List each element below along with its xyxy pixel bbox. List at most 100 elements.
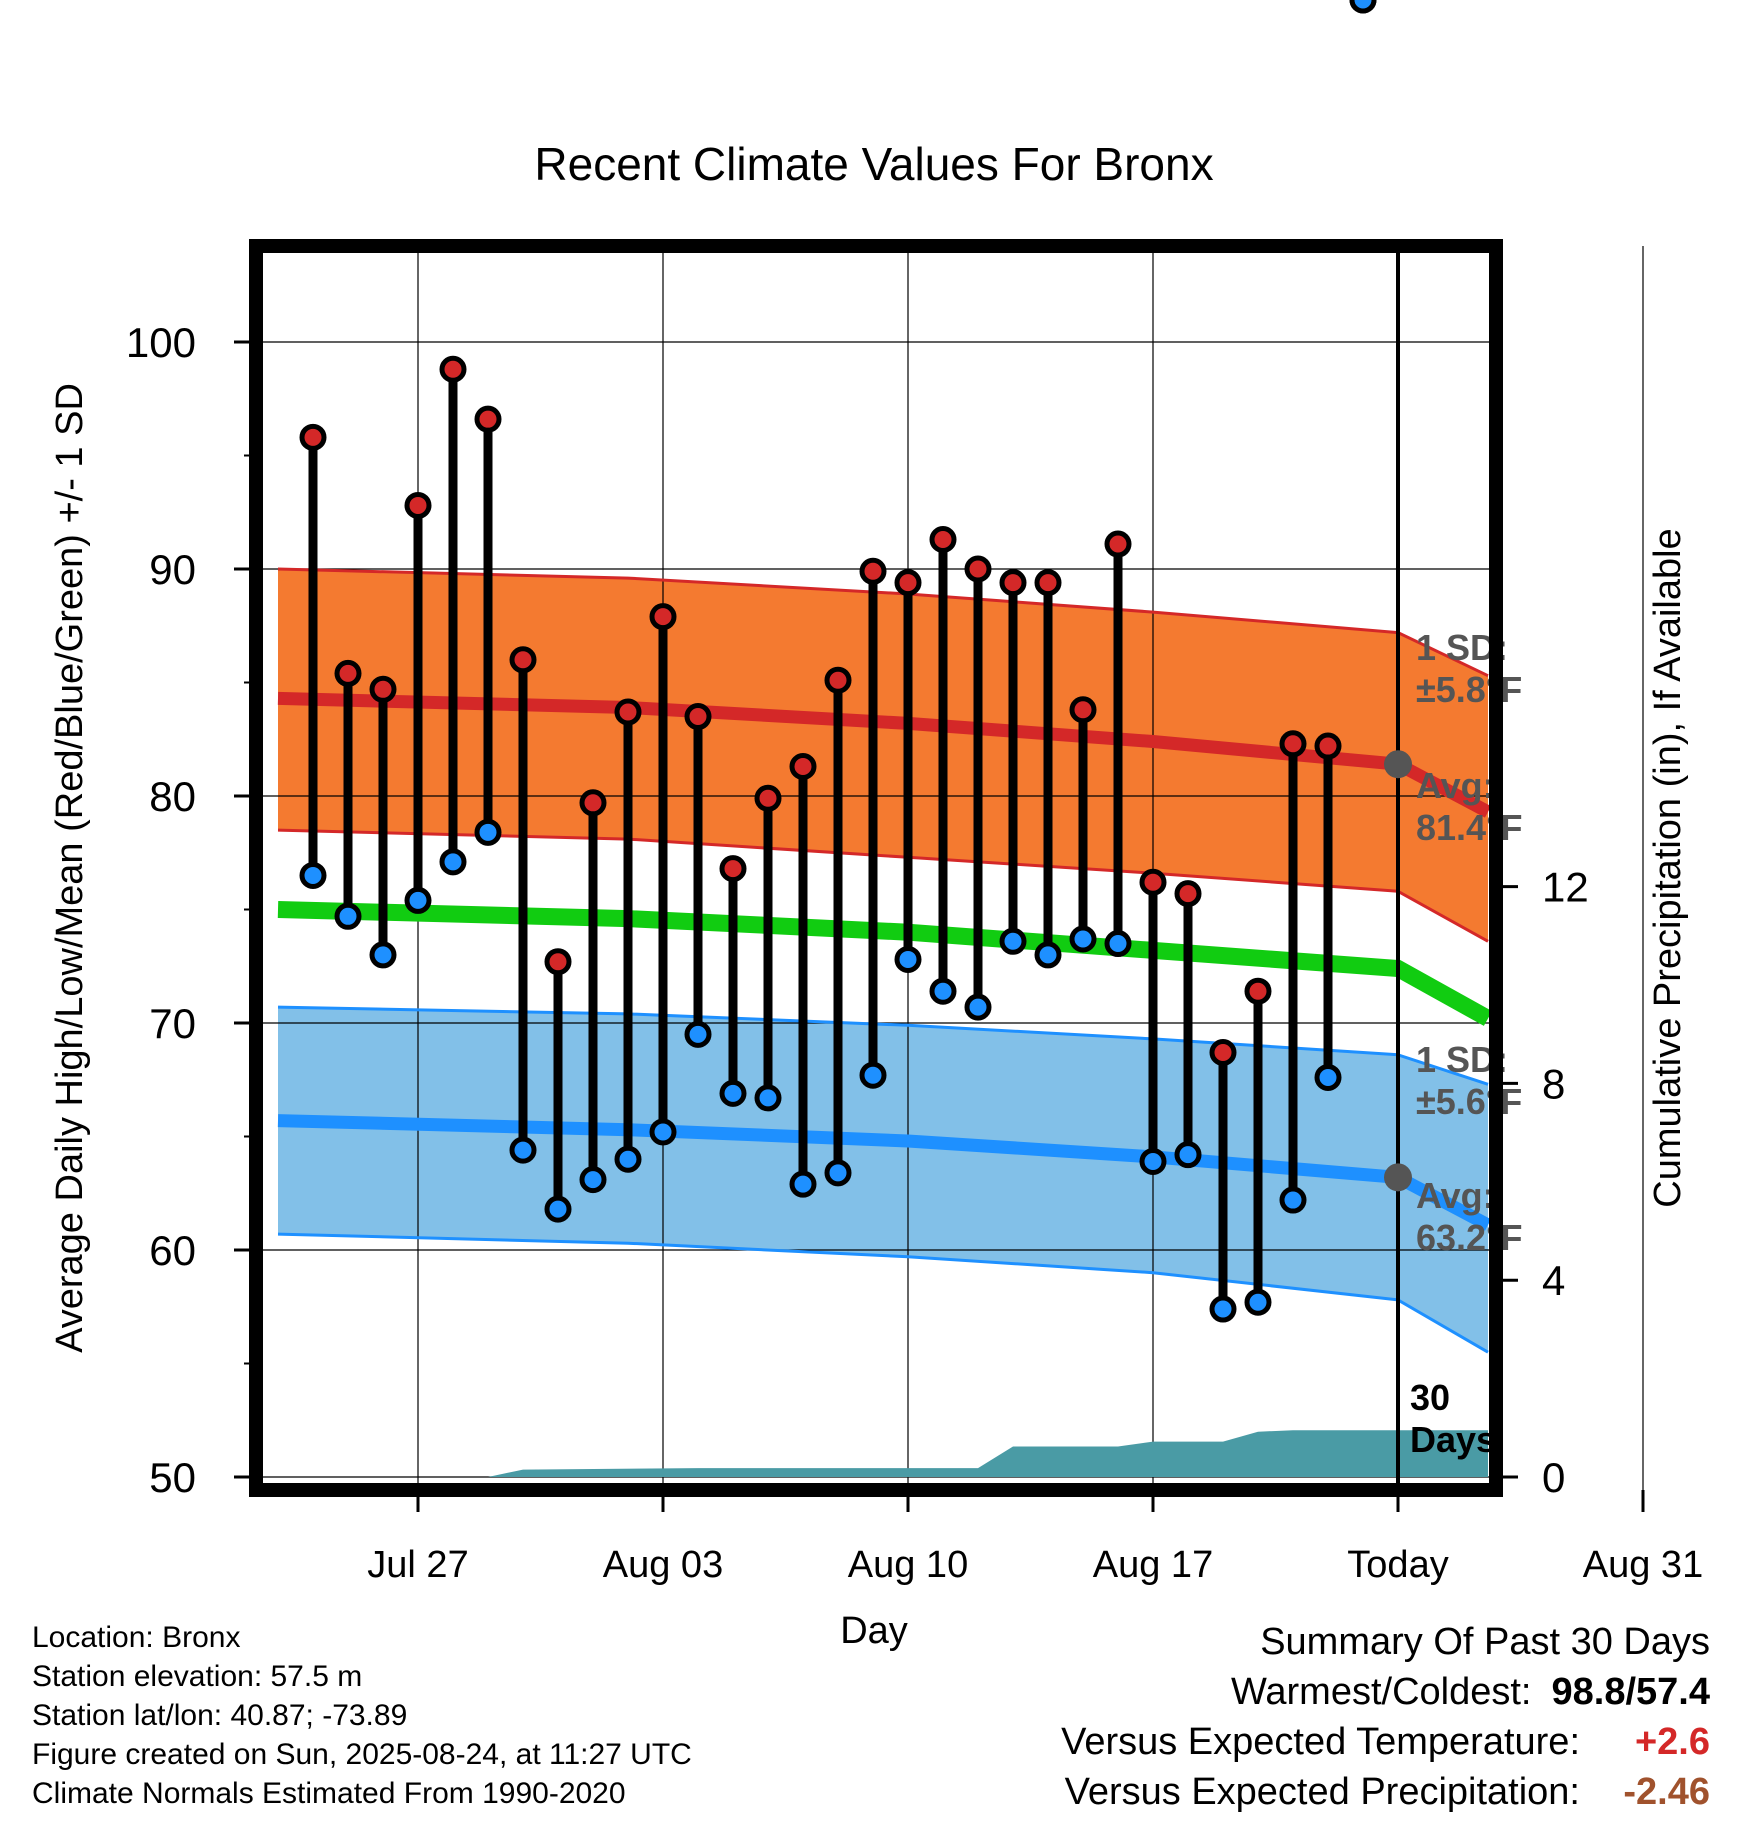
y-tick-label: 90: [149, 546, 196, 593]
daily-high-point: [1314, 732, 1342, 760]
daily-high-point: [1104, 530, 1132, 558]
daily-low-point: [334, 902, 362, 930]
y-tick-label: 60: [149, 1227, 196, 1274]
daily-high-point: [999, 569, 1027, 597]
summary-panel: Summary Of Past 30 Days Warmest/Coldest:…: [1061, 1617, 1710, 1817]
daily-low-point: [824, 1159, 852, 1187]
daily-low-point: [579, 1166, 607, 1194]
daily-low-point: [474, 818, 502, 846]
high-sd-band: [278, 569, 1488, 942]
x-tick-label: Aug 10: [848, 1544, 968, 1586]
daily-high-point: [719, 855, 747, 883]
high-upper-line: [277, 567, 1489, 678]
high-avg-annotation-line: Avg:: [1416, 765, 1495, 806]
daily-high-point: [334, 659, 362, 687]
high-sd-annotation-line: ±5.8°F: [1416, 669, 1522, 710]
daily-high-point: [299, 423, 327, 451]
created-text: Figure created on Sun, 2025-08-24, at 11…: [32, 1738, 692, 1771]
daily-low-point: [369, 941, 397, 969]
daily-high-point: [1244, 977, 1272, 1005]
daily-low-point: [1034, 941, 1062, 969]
daily-low-point: [1209, 1295, 1237, 1323]
daily-high-point: [684, 703, 712, 731]
daily-high-point: [929, 525, 957, 553]
daily-low-point: [544, 1195, 572, 1223]
daily-high-point: [1069, 696, 1097, 724]
temp-label: Versus Expected Temperature:: [1061, 1721, 1580, 1763]
station-info: Location: Bronx Station elevation: 57.5 …: [32, 1618, 692, 1813]
high-sd-annotation: 1 SD: ±5.8°F: [1416, 627, 1522, 710]
x-tick-label: Jul 27: [367, 1544, 468, 1586]
normal-lines: [277, 567, 1493, 1354]
daily-low-point: [1279, 1186, 1307, 1214]
low-sd-band: [278, 1007, 1488, 1353]
daily-high-point: [824, 666, 852, 694]
y2-axis-label: Cumulative Precipitation (in), If Availa…: [1647, 528, 1689, 1207]
temp-row: Versus Expected Temperature: +2.6: [1061, 1717, 1710, 1767]
y2-tick-label: 4: [1542, 1257, 1565, 1304]
summary-title: Summary Of Past 30 Days: [1260, 1621, 1710, 1663]
daily-low-point: [859, 1061, 887, 1089]
today-line: 30 Days: [1396, 246, 1496, 1490]
today-days-label: 30 Days: [1410, 1377, 1496, 1460]
chart-title: Recent Climate Values For Bronx: [534, 138, 1213, 190]
daily-low-point: [1104, 930, 1132, 958]
y2-tick-label: 0: [1542, 1454, 1565, 1501]
warmest-coldest-value: 98.8/57.4: [1551, 1671, 1711, 1713]
daily-high-point: [404, 491, 432, 519]
low-lower-line: [277, 1232, 1489, 1354]
today-low-normal-dot: [1384, 1163, 1412, 1192]
daily-observations: [299, 0, 1377, 1323]
daily-high-point: [1279, 730, 1307, 758]
high-avg-line: [277, 691, 1492, 818]
daily-high-point: [1174, 880, 1202, 908]
plot-frame: [249, 239, 1503, 1497]
daily-high-point: [439, 355, 467, 383]
normals-text: Climate Normals Estimated From 1990-2020: [32, 1777, 626, 1810]
coldest-value: 57.4: [1636, 1671, 1710, 1713]
daily-high-point: [1139, 868, 1167, 896]
low-avg-annotation: Avg: 63.2°F: [1416, 1175, 1522, 1258]
warmest-coldest-row: Warmest/Coldest: 98.8/57.4: [1061, 1667, 1710, 1717]
daily-high-point: [509, 646, 537, 674]
daily-low-point: [1174, 1141, 1202, 1169]
y2-tick-label: 8: [1542, 1060, 1565, 1107]
daily-low-point: [509, 1136, 537, 1164]
daily-high-point: [544, 948, 572, 976]
high-avg-annotation: Avg: 81.4°F: [1416, 765, 1522, 848]
low-avg-line: [277, 1114, 1492, 1231]
daily-high-point: [369, 675, 397, 703]
low-upper-line: [277, 1005, 1489, 1086]
y-tick-label: 100: [126, 319, 196, 366]
daily-high-point: [614, 698, 642, 726]
low-sd-annotation: 1 SD: ±5.6°F: [1416, 1039, 1522, 1122]
temp-value: +2.6: [1634, 1721, 1710, 1763]
today-days-line: 30: [1410, 1377, 1450, 1418]
precip-area: [278, 1430, 1488, 1477]
daily-low-point: [1069, 925, 1097, 953]
latlon-text: Station lat/lon: 40.87; -73.89: [32, 1699, 408, 1732]
daily-high-point: [964, 555, 992, 583]
daily-low-point: [1244, 1288, 1272, 1316]
y-tick-label: 50: [149, 1454, 196, 1501]
daily-low-point: [299, 861, 327, 889]
warmest-value: 98.8: [1551, 1671, 1626, 1713]
daily-low-point: [439, 848, 467, 876]
warmest-coldest-label: Warmest/Coldest:: [1230, 1671, 1532, 1713]
precip-fill: [278, 1430, 1488, 1477]
precip-label: Versus Expected Precipitation:: [1064, 1771, 1580, 1813]
daily-low-point: [719, 1079, 747, 1107]
low-avg-annotation-line: 63.2°F: [1416, 1217, 1522, 1258]
daily-high-point: [474, 405, 502, 433]
y-axis-label: Average Daily High/Low/Mean (Red/Blue/Gr…: [49, 383, 91, 1353]
daily-high-point: [894, 569, 922, 597]
precip-row: Versus Expected Precipitation: -2.46: [1061, 1767, 1710, 1817]
axes: 50 60 70 80 90 100 0 4 8 12 Jul 27 Aug 03 Aug 10 Aug …: [126, 319, 1703, 1586]
low-avg-annotation-line: Avg:: [1416, 1175, 1495, 1216]
high-avg-annotation-line: 81.4°F: [1416, 807, 1522, 848]
y-tick-label: 80: [149, 773, 196, 820]
y-tick-label: 70: [149, 1000, 196, 1047]
y2-tick-label: 12: [1542, 864, 1589, 911]
